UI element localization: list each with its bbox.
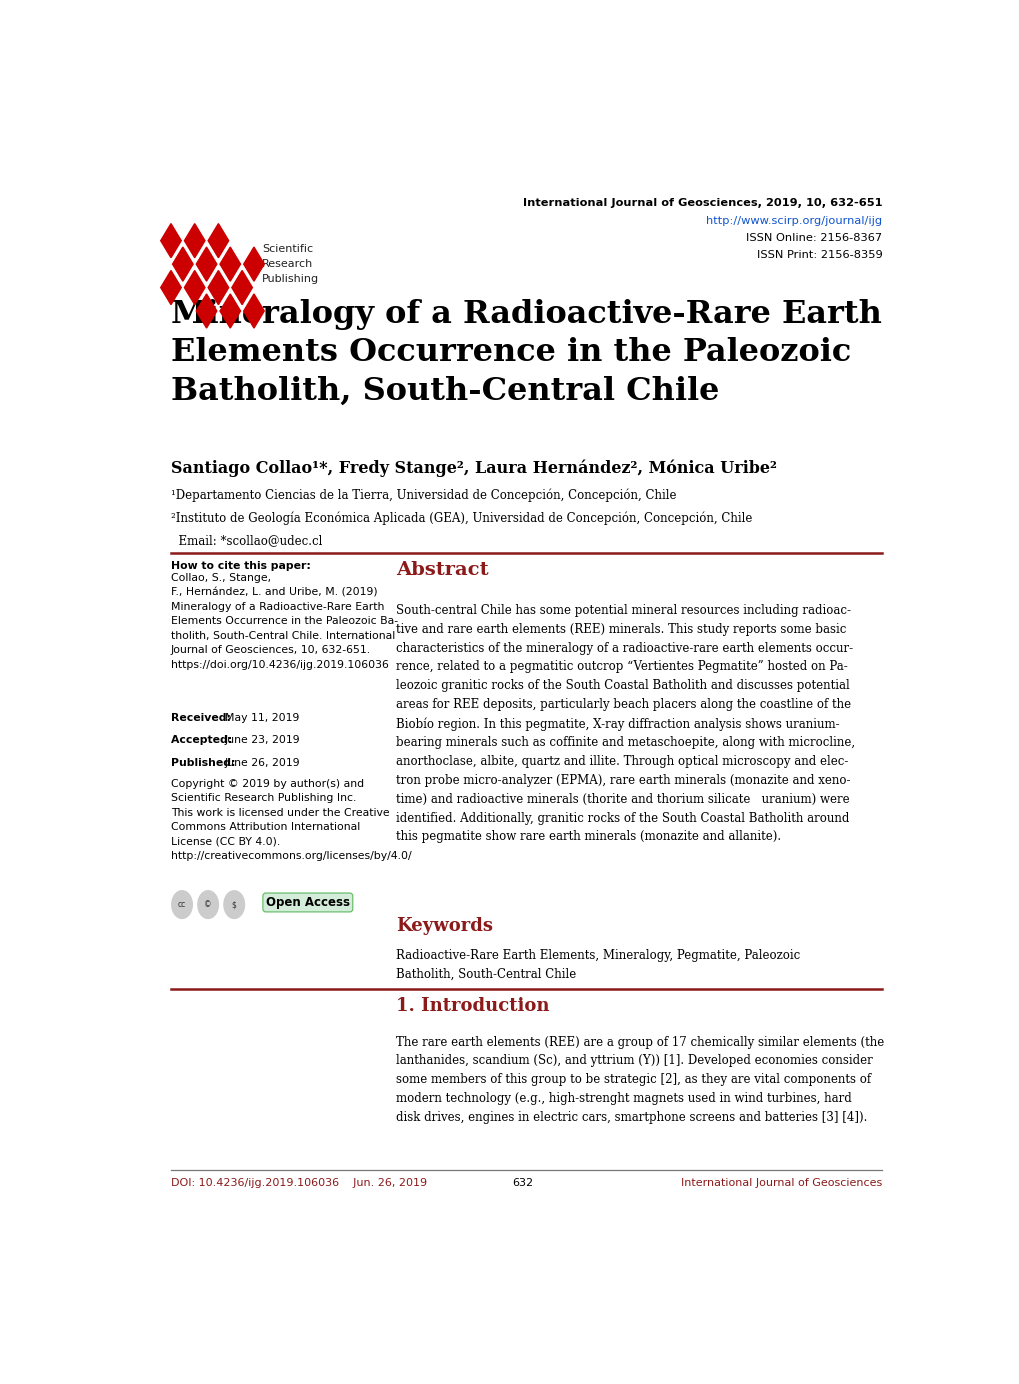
Text: International Journal of Geosciences, 2019, 10, 632-651: International Journal of Geosciences, 20…	[523, 198, 881, 208]
Text: ©: ©	[204, 900, 212, 909]
Polygon shape	[220, 293, 240, 328]
Polygon shape	[208, 270, 228, 304]
Text: Scientific
Research
Publishing: Scientific Research Publishing	[262, 245, 319, 284]
Text: ¹Departamento Ciencias de la Tierra, Universidad de Concepción, Concepción, Chil: ¹Departamento Ciencias de la Tierra, Uni…	[171, 489, 676, 502]
Text: Email: *scollao@udec.cl: Email: *scollao@udec.cl	[171, 534, 322, 547]
Polygon shape	[184, 270, 205, 304]
Text: Copyright © 2019 by author(s) and
Scientific Research Publishing Inc.
This work : Copyright © 2019 by author(s) and Scient…	[171, 779, 412, 861]
Text: The rare earth elements (REE) are a group of 17 chemically similar elements (the: The rare earth elements (REE) are a grou…	[396, 1035, 883, 1124]
Polygon shape	[244, 248, 264, 281]
Polygon shape	[184, 224, 205, 257]
Text: $: $	[231, 900, 236, 909]
Text: South-central Chile has some potential mineral resources including radioac-
tive: South-central Chile has some potential m…	[396, 603, 855, 843]
Polygon shape	[196, 293, 217, 328]
Text: http://www.scirp.org/journal/ijg: http://www.scirp.org/journal/ijg	[705, 216, 881, 226]
Polygon shape	[220, 248, 240, 281]
Circle shape	[171, 891, 193, 919]
Text: ²Instituto de Geología Económica Aplicada (GEA), Universidad de Concepción, Conc: ²Instituto de Geología Económica Aplicad…	[171, 511, 752, 525]
Text: 632: 632	[512, 1179, 533, 1189]
Text: Abstract: Abstract	[396, 562, 488, 580]
Text: Keywords: Keywords	[396, 918, 493, 936]
Text: Collao, S., Stange,
F., Hernández, L. and Uribe, M. (2019)
Mineralogy of a Radio: Collao, S., Stange, F., Hernández, L. an…	[171, 573, 397, 670]
Text: Santiago Collao¹*, Fredy Stange², Laura Hernández², Mónica Uribe²: Santiago Collao¹*, Fredy Stange², Laura …	[171, 459, 776, 476]
Text: ISSN Print: 2156-8359: ISSN Print: 2156-8359	[756, 251, 881, 260]
Text: 1. Introduction: 1. Introduction	[396, 998, 549, 1016]
Text: How to cite this paper:: How to cite this paper:	[171, 562, 314, 572]
Text: Mineralogy of a Radioactive-Rare Earth
Elements Occurrence in the Paleozoic
Bath: Mineralogy of a Radioactive-Rare Earth E…	[171, 299, 881, 407]
Text: June 26, 2019: June 26, 2019	[224, 757, 300, 768]
Text: Radioactive-Rare Earth Elements, Mineralogy, Pegmatite, Paleozoic
Batholith, Sou: Radioactive-Rare Earth Elements, Mineral…	[396, 949, 800, 980]
Text: ISSN Online: 2156-8367: ISSN Online: 2156-8367	[746, 234, 881, 244]
Polygon shape	[196, 248, 217, 281]
Text: cc: cc	[177, 900, 186, 909]
Text: Accepted:: Accepted:	[171, 735, 235, 745]
Text: Published:: Published:	[171, 757, 239, 768]
Text: DOI: 10.4236/ijg.2019.106036    Jun. 26, 2019: DOI: 10.4236/ijg.2019.106036 Jun. 26, 20…	[171, 1179, 427, 1189]
Polygon shape	[161, 270, 181, 304]
Circle shape	[198, 891, 218, 919]
Polygon shape	[161, 224, 181, 257]
Polygon shape	[172, 248, 193, 281]
Text: June 23, 2019: June 23, 2019	[224, 735, 300, 745]
Circle shape	[224, 891, 245, 919]
Text: Received:: Received:	[171, 713, 234, 722]
Text: International Journal of Geosciences: International Journal of Geosciences	[681, 1179, 881, 1189]
Polygon shape	[244, 293, 264, 328]
Polygon shape	[208, 224, 228, 257]
Polygon shape	[231, 270, 252, 304]
Text: May 11, 2019: May 11, 2019	[224, 713, 299, 722]
Text: Open Access: Open Access	[266, 895, 350, 909]
